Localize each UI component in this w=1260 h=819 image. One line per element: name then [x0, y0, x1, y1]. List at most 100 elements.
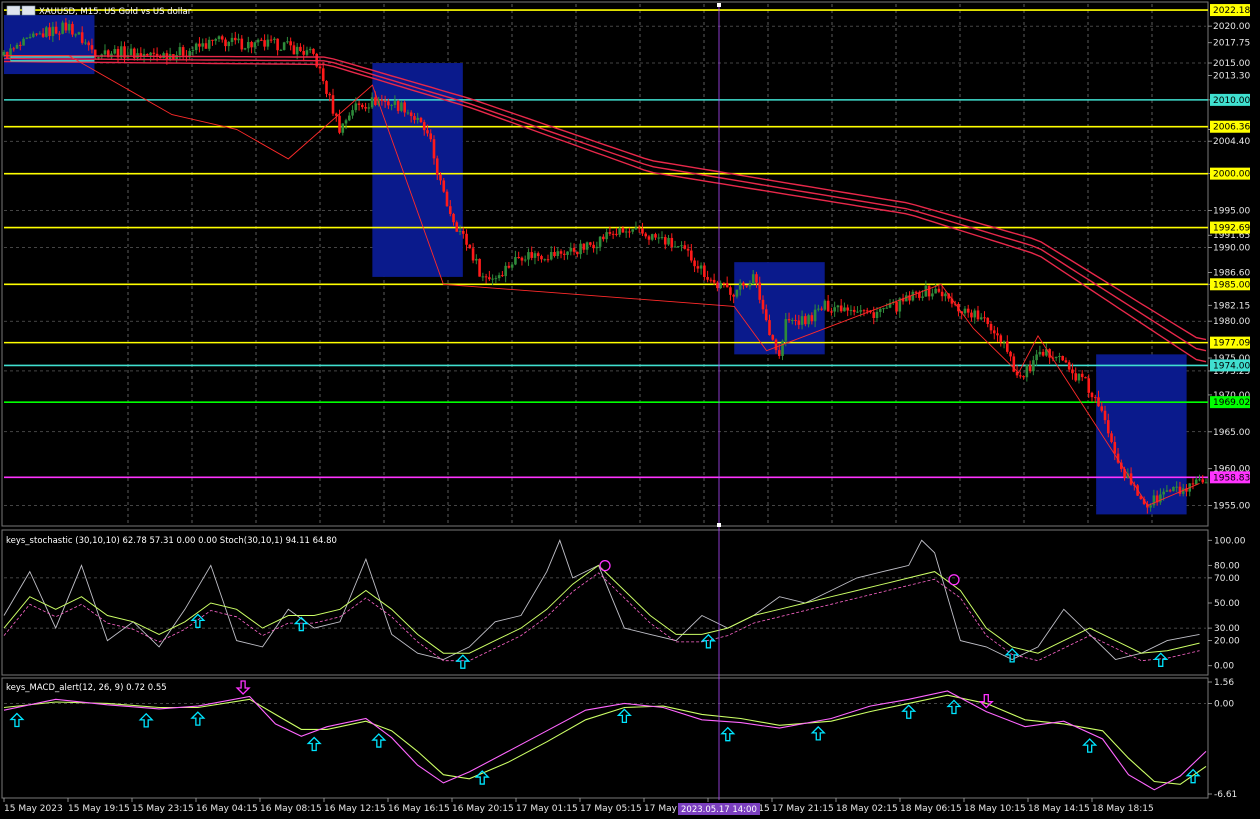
cursor-marker-bottom — [717, 523, 721, 527]
candle-body — [716, 282, 719, 289]
price-panel[interactable]: 2020.00 2017.75 2015.00 2013.30 2010.00 2006.… — [1, 1, 1250, 527]
moving-average-line — [3, 60, 1207, 363]
candle-body — [142, 54, 146, 57]
crosshair-cursor[interactable]: 2023.05.17 14:00 — [678, 3, 760, 815]
candle-body — [494, 278, 498, 280]
candle-body — [947, 293, 950, 299]
candle-body — [1080, 373, 1084, 378]
candle-body — [680, 245, 683, 247]
candle-body — [347, 115, 351, 121]
candle-body — [562, 253, 566, 255]
candle-body — [1194, 479, 1198, 485]
stoch-up-arrow-icon — [700, 633, 716, 649]
candle-body — [214, 39, 218, 41]
candle-body — [722, 282, 726, 284]
macd-tick-label: -6.61 — [1214, 790, 1237, 800]
level-tag-label: 1977.09 — [1213, 339, 1250, 349]
candle-body — [488, 277, 491, 280]
candle-body — [761, 299, 765, 310]
candle-body — [429, 133, 433, 140]
candle-body — [670, 237, 674, 247]
macd-up-arrow-icon — [138, 712, 154, 728]
candle-body — [872, 312, 876, 319]
candle-body — [618, 227, 621, 235]
time-axis[interactable]: 15 May 2023 15 May 19:15 15 May 23:15 16 Ma… — [3, 798, 1154, 814]
time-tick-label: 16 May 08:15 — [260, 804, 322, 814]
candle-body — [61, 22, 64, 34]
candle-body — [576, 251, 579, 255]
zigzag-indicator — [4, 55, 1200, 507]
candle-body — [312, 48, 315, 54]
candle-body — [227, 41, 231, 47]
candle-body — [667, 237, 670, 245]
candle-body — [400, 102, 403, 111]
candle-body — [644, 233, 648, 237]
candle-body — [950, 298, 954, 304]
stochastic-panel[interactable]: 100.00 80.00 70.00 50.00 30.00 20.00 0.00 keys… — [1, 529, 1246, 676]
candle-body — [559, 251, 563, 254]
chart-list-icon[interactable] — [21, 5, 36, 16]
candle-body — [328, 93, 332, 96]
candle-body — [390, 104, 393, 106]
stochastic-title: keys_stochastic (30,10,10) 62.78 57.31 0… — [6, 536, 337, 546]
candle-body — [732, 294, 735, 297]
macd-up-arrow-icon — [616, 708, 632, 724]
candle-body — [830, 311, 833, 313]
candle-body — [256, 39, 260, 43]
candle-body — [302, 51, 305, 55]
candle-body — [937, 288, 941, 292]
candle-body — [608, 232, 612, 234]
candle-body — [742, 282, 745, 286]
candle-body — [129, 48, 133, 56]
candle-body — [146, 54, 149, 56]
candle-body — [628, 231, 631, 233]
candle-body — [592, 244, 595, 249]
candle-body — [18, 44, 22, 46]
macd-up-arrow-icon — [474, 770, 490, 785]
candle-body — [826, 300, 830, 312]
macd-panel[interactable]: 1.56 0.00 -6.61 keys_MACD_alert(12, 26, 9)… — [1, 677, 1237, 800]
stoch-up-arrow-icon — [293, 616, 309, 632]
candle-body — [1191, 483, 1195, 485]
highlight-boxes — [4, 15, 1187, 515]
candle-body — [556, 251, 560, 256]
candle-body — [413, 116, 416, 120]
candle-body — [839, 305, 843, 312]
candle-body — [15, 44, 19, 49]
stoch-up-arrow-icon — [1153, 652, 1169, 667]
candle-body — [178, 47, 182, 56]
candle-body — [116, 49, 120, 58]
time-tick-label: 18 May 10:15 — [964, 804, 1026, 814]
level-tag-box — [1210, 278, 1250, 291]
candle-body — [191, 50, 195, 52]
candle-body — [1045, 349, 1048, 356]
candle-body — [64, 22, 68, 31]
candle-body — [572, 247, 576, 252]
candle-body — [784, 319, 788, 341]
candle-body — [106, 50, 110, 58]
candle-body — [637, 227, 641, 229]
candle-body — [1172, 486, 1175, 492]
candle-body — [624, 231, 628, 233]
candle-body — [963, 308, 967, 314]
candle-body — [764, 309, 768, 321]
candle-body — [797, 320, 801, 325]
candle-body — [1165, 490, 1169, 492]
candle-body — [846, 307, 849, 311]
level-tag-label: 1969.02 — [1213, 398, 1250, 408]
time-tick-label: 18 May 02:15 — [836, 804, 898, 814]
candle-body — [374, 97, 377, 106]
candle-body — [755, 274, 758, 283]
chart-window-icon[interactable] — [6, 5, 21, 16]
candle-body — [944, 293, 947, 297]
candle-body — [25, 37, 29, 39]
candle-body — [1201, 479, 1205, 483]
candle-body — [32, 33, 35, 37]
candle-body — [979, 317, 983, 320]
level-tag-label: 1974.00 — [1213, 361, 1250, 371]
candle-body — [201, 43, 205, 47]
candle-body — [852, 309, 856, 312]
horizontal-levels[interactable] — [4, 9, 1208, 479]
candle-body — [976, 310, 980, 320]
